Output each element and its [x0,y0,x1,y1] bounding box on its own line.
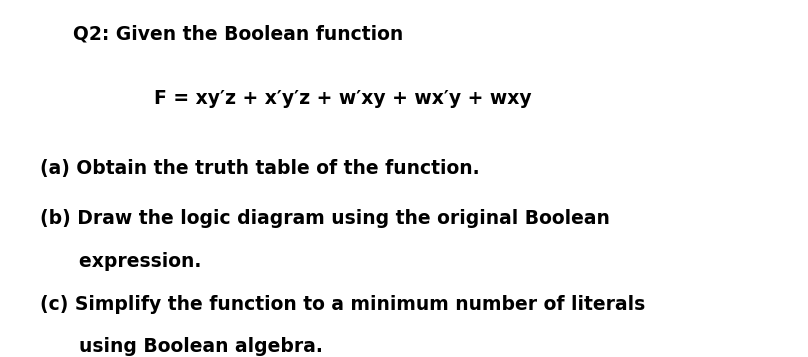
Text: (b) Draw the logic diagram using the original Boolean: (b) Draw the logic diagram using the ori… [40,209,610,228]
Text: using Boolean algebra.: using Boolean algebra. [40,337,323,356]
Text: F = xy′z + x′y′z + w′xy + wx′y + wxy: F = xy′z + x′y′z + w′xy + wx′y + wxy [154,89,531,108]
Text: Q2: Given the Boolean function: Q2: Given the Boolean function [73,25,403,44]
Text: expression.: expression. [40,252,202,271]
Text: (a) Obtain the truth table of the function.: (a) Obtain the truth table of the functi… [40,159,480,178]
Text: (c) Simplify the function to a minimum number of literals: (c) Simplify the function to a minimum n… [40,295,646,313]
